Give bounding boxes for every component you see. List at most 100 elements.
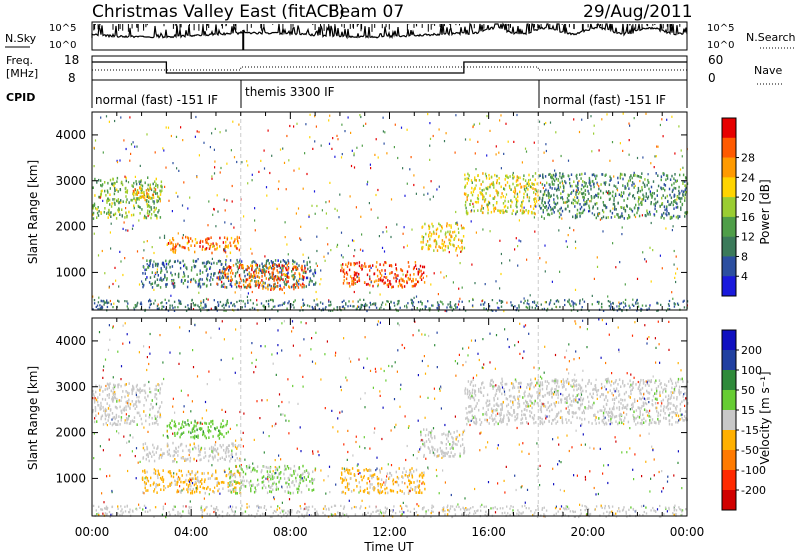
scatter-cell: [472, 202, 474, 205]
echo-cell: [577, 199, 580, 202]
scatter-cell: [298, 167, 300, 170]
scatter-cell: [119, 250, 121, 253]
echo-cell: [147, 394, 149, 398]
ground-scatter-cell: [545, 301, 547, 304]
echo-cell: [409, 470, 412, 474]
scatter-cell: [512, 171, 514, 175]
echo-cell: [166, 278, 168, 282]
echo-cell: [154, 414, 156, 418]
echo-cell: [224, 245, 226, 249]
echo-cell: [210, 272, 212, 276]
ground-scatter-cell: [447, 303, 449, 306]
echo-cell: [125, 176, 127, 180]
ground-scatter-cell: [398, 299, 400, 303]
ground-scatter-cell: [492, 309, 494, 312]
scatter-cell: [471, 263, 473, 266]
echo-cell: [133, 181, 135, 185]
echo-cell: [159, 391, 161, 394]
echo-cell: [296, 281, 298, 285]
echo-cell: [226, 245, 228, 248]
echo-cell: [194, 250, 196, 254]
echo-cell: [471, 186, 473, 190]
echo-cell: [194, 434, 196, 438]
echo-cell: [424, 434, 427, 437]
echo-cell: [222, 276, 225, 279]
scatter-cell: [607, 191, 609, 195]
echo-cell: [570, 421, 572, 424]
echo-cell: [163, 263, 165, 267]
scatter-cell: [524, 147, 527, 150]
echo-cell: [639, 397, 641, 400]
echo-cell: [376, 477, 379, 481]
echo-cell: [447, 433, 449, 437]
echo-cell: [93, 420, 96, 424]
ground-scatter-cell: [520, 300, 522, 303]
echo-cell: [273, 284, 275, 288]
ground-scatter-cell: [374, 302, 377, 305]
echo-cell: [135, 182, 138, 186]
ground-scatter-cell: [240, 299, 242, 302]
echo-cell: [204, 454, 207, 458]
scatter-cell: [533, 216, 535, 219]
ground-scatter-cell: [514, 305, 516, 308]
echo-cell: [404, 473, 406, 477]
echo-cell: [289, 485, 291, 489]
echo-cell: [668, 187, 671, 191]
scatter-cell: [106, 199, 108, 202]
echo-cell: [556, 201, 559, 205]
ground-scatter-cell: [635, 301, 637, 304]
echo-cell: [465, 206, 467, 210]
echo-cell: [189, 473, 192, 476]
echo-cell: [546, 181, 548, 185]
echo-cell: [270, 260, 273, 263]
scatter-cell: [232, 120, 234, 123]
scatter-cell: [300, 306, 302, 309]
echo-cell: [98, 404, 100, 407]
scatter-cell: [116, 161, 119, 164]
scatter-cell: [330, 249, 332, 252]
echo-cell: [165, 266, 168, 269]
echo-cell: [137, 389, 139, 392]
echo-cell: [155, 388, 158, 391]
scatter-cell: [254, 207, 256, 210]
scatter-cell: [506, 301, 508, 304]
echo-cell: [419, 264, 422, 268]
echo-cell: [128, 201, 130, 204]
echo-cell: [164, 276, 166, 279]
echo-cell: [683, 190, 685, 193]
echo-cell: [546, 408, 548, 412]
echo-cell: [251, 261, 253, 264]
echo-cell: [411, 285, 414, 288]
ground-scatter-cell: [101, 306, 104, 309]
echo-cell: [464, 387, 467, 390]
scatter-cell: [445, 275, 447, 278]
echo-cell: [166, 434, 169, 438]
ground-scatter-cell: [328, 304, 330, 307]
echo-cell: [302, 479, 304, 483]
echo-cell: [591, 173, 594, 177]
echo-cell: [258, 283, 261, 287]
echo-cell: [285, 283, 287, 287]
echo-cell: [375, 279, 377, 283]
echo-cell: [152, 263, 154, 267]
echo-cell: [229, 241, 231, 245]
echo-cell: [588, 176, 591, 180]
echo-cell: [133, 197, 135, 200]
echo-cell: [650, 388, 653, 392]
echo-cell: [145, 419, 147, 423]
echo-cell: [227, 450, 229, 454]
echo-cell: [223, 272, 226, 275]
echo-cell: [493, 183, 495, 186]
echo-cell: [238, 458, 241, 462]
echo-cell: [451, 444, 454, 447]
echo-cell: [655, 379, 657, 383]
echo-cell: [435, 245, 437, 249]
echo-cell: [299, 275, 301, 279]
echo-cell: [461, 245, 463, 249]
echo-cell: [144, 389, 146, 393]
echo-cell: [234, 475, 237, 479]
ground-scatter-cell: [374, 304, 377, 307]
echo-cell: [593, 195, 595, 199]
echo-cell: [167, 444, 169, 447]
echo-cell: [377, 488, 379, 492]
